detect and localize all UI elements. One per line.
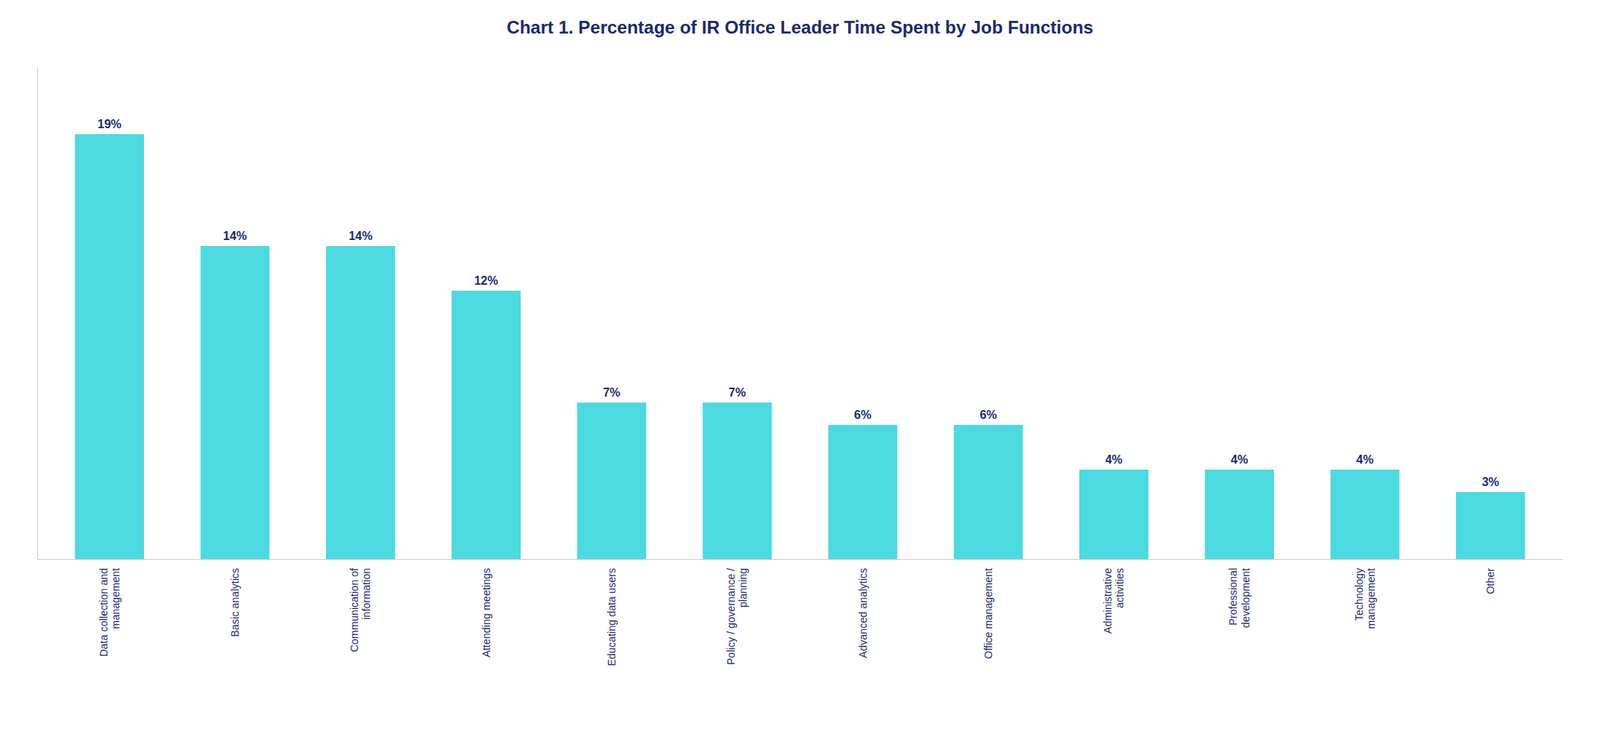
x-tick-label-line: Basic analytics [228, 568, 241, 638]
data-label: 7% [728, 386, 746, 400]
bar [451, 290, 521, 560]
x-tick-label-line: Technology [1353, 568, 1366, 622]
bar [200, 246, 271, 560]
bar [1330, 469, 1401, 560]
x-tick-label-line: information [360, 568, 373, 620]
x-tick-label-line: management [109, 568, 122, 630]
x-tick: Other [1484, 559, 1497, 595]
bar [827, 425, 898, 560]
bar [1079, 469, 1149, 560]
data-label: 3% [1482, 475, 1500, 489]
x-tick-label-line: Office management [982, 568, 995, 660]
chart: Chart 1. Percentage of IR Office Leader … [0, 0, 1600, 738]
x-tick-label: Administrativeactivities [1101, 568, 1126, 635]
data-label: 7% [602, 386, 620, 400]
x-tick: Administrativeactivities [1101, 559, 1126, 635]
y-axis-line [37, 67, 39, 561]
bar [702, 402, 773, 560]
bar [577, 402, 647, 560]
data-label: 4% [1230, 453, 1248, 467]
bar [1204, 469, 1275, 560]
x-tick: Professionaldevelopment [1227, 559, 1251, 629]
x-tick: Technologymanagement [1353, 559, 1377, 630]
bar [74, 134, 144, 560]
x-tick: Policy / governance /planning [725, 559, 749, 666]
x-axis: Data collection andmanagementBasic analy… [38, 559, 1564, 667]
x-tick-label: Basic analytics [228, 568, 241, 638]
data-label: 19% [97, 117, 122, 131]
x-tick: Data collection andmanagement [97, 559, 122, 658]
x-tick-label-line: Educating data users [605, 568, 618, 667]
x-tick-label-line: Attending meetings [480, 568, 493, 658]
bar [325, 246, 396, 560]
x-tick-label-line: Advanced analytics [857, 568, 869, 659]
x-tick: Communication ofinformation [348, 559, 373, 653]
data-labels: 19% 14% 14% 12% 7% 7% 6% 6% 4% 4% 4% 3% [97, 117, 1500, 489]
x-tick-label-line: management [1365, 568, 1377, 630]
data-label: 4% [1356, 453, 1374, 467]
data-label: 12% [474, 274, 499, 288]
data-label: 6% [979, 408, 997, 422]
data-label: 14% [223, 229, 247, 243]
plot-area: 19% 14% 14% 12% 7% 7% 6% 6% 4% 4% 4% 3% Data collect… [38, 67, 1564, 667]
x-tick-label-line: Communication of [348, 568, 361, 653]
x-tick-label-line: development [1239, 568, 1252, 629]
x-tick-label-line: Policy / governance / [725, 568, 737, 666]
x-axis-line [38, 559, 1564, 561]
data-label: 4% [1105, 453, 1123, 467]
x-tick-label: Office management [982, 568, 995, 660]
x-tick-label-line: Administrative [1101, 568, 1114, 635]
x-tick: Advanced analytics [857, 559, 869, 659]
bars [74, 134, 1525, 560]
x-tick: Attending meetings [480, 559, 493, 658]
data-label: 14% [348, 229, 373, 243]
x-tick-label-line: Data collection and [97, 568, 110, 658]
x-tick-label: Attending meetings [480, 568, 493, 658]
x-tick-label: Professionaldevelopment [1227, 568, 1251, 629]
x-tick-label-line: Other [1484, 568, 1497, 595]
x-tick-label: Data collection andmanagement [97, 568, 122, 658]
x-tick-label: Policy / governance /planning [725, 568, 749, 666]
background [0, 0, 1600, 738]
x-tick-label: Technologymanagement [1353, 568, 1377, 630]
data-label: 6% [854, 408, 872, 422]
x-tick-label: Other [1484, 568, 1497, 595]
x-tick: Educating data users [605, 559, 618, 667]
bar [1456, 492, 1526, 560]
x-tick-label-line: activities [1113, 568, 1126, 609]
x-tick-label-line: planning [736, 568, 749, 608]
bar [954, 425, 1024, 560]
x-tick-label: Educating data users [605, 568, 618, 667]
x-tick: Office management [982, 559, 995, 660]
x-tick-label: Communication ofinformation [348, 568, 373, 653]
title: Chart 1. Percentage of IR Office Leader … [506, 17, 1093, 38]
y-axis [37, 67, 39, 561]
x-tick-label-line: Professional [1227, 568, 1239, 626]
x-tick: Basic analytics [228, 559, 241, 638]
x-tick-label: Advanced analytics [857, 568, 869, 659]
